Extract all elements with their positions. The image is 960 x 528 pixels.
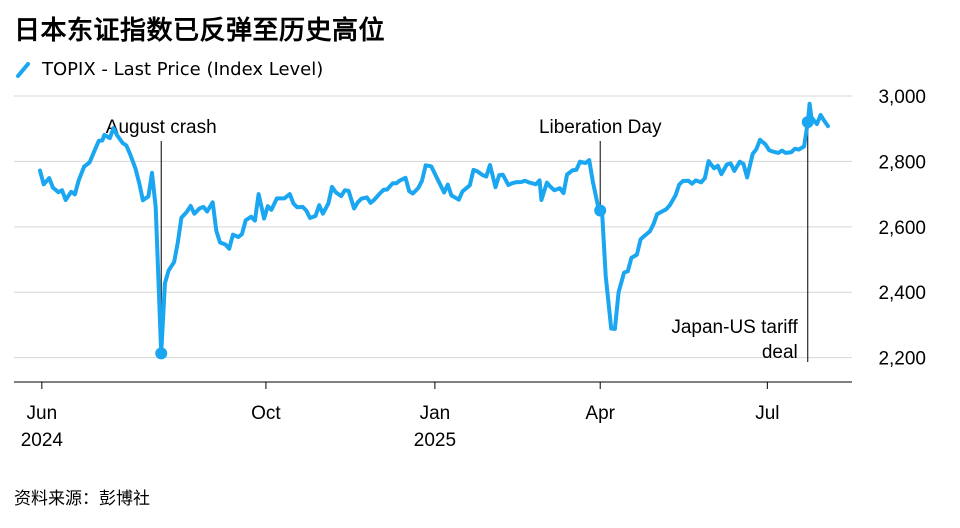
annotation-label: August crash (106, 117, 217, 138)
gridlines (14, 95, 852, 359)
legend: TOPIX - Last Price (Index Level) (14, 58, 323, 80)
y-tick-label: 3,000 (878, 87, 926, 108)
chart-title: 日本东证指数已反弹至历史高位 (14, 16, 386, 46)
series-layer (38, 101, 830, 356)
annotation-marker (594, 204, 607, 217)
x-tick-label: Jun (27, 403, 58, 424)
legend-swatch-icon (16, 62, 30, 78)
x-tick-label: Apr (585, 403, 615, 424)
annotations: August crash Liberation Day Japan-US tarif… (106, 117, 809, 363)
annotation-label: Liberation Day (539, 117, 662, 138)
x-tick-year-label: 2025 (414, 430, 456, 451)
y-axis: 2,200 2,400 2,600 2,800 3,000 (878, 87, 926, 370)
annotation-label: Japan-US tariff (671, 317, 798, 338)
series-line-topix (38, 101, 830, 356)
legend-label: TOPIX - Last Price (Index Level) (42, 58, 324, 80)
x-tick-year-label: 2024 (21, 430, 64, 451)
source-note: 资料来源：彭博社 (14, 489, 150, 509)
annotation-markers (155, 116, 814, 360)
annotation-marker (801, 116, 814, 129)
annotation-marker (155, 347, 168, 360)
x-tick-label: Jul (755, 403, 779, 424)
y-tick-label: 2,600 (878, 218, 926, 239)
x-axis: Jun 2024 Oct Jan 2025 Apr Jul (14, 381, 852, 451)
x-tick-label: Oct (251, 403, 281, 424)
y-tick-label: 2,200 (878, 349, 926, 370)
y-tick-label: 2,800 (878, 152, 926, 173)
y-tick-label: 2,400 (878, 283, 926, 304)
x-tick-label: Jan (420, 403, 451, 424)
annotation-label: deal (762, 342, 798, 363)
